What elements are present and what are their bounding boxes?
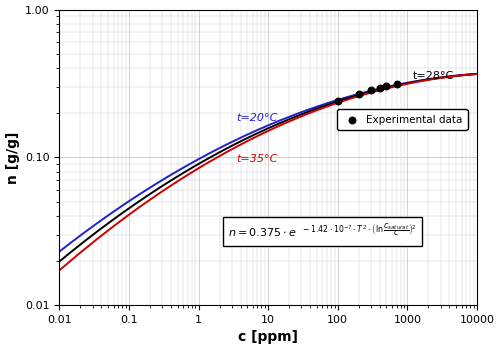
Text: $n = 0.375 \cdot e^{\ \ -1.42 \cdot 10^{-7} \cdot T^2 \cdot \left(\ln\dfrac{c_{s: $n = 0.375 \cdot e^{\ \ -1.42 \cdot 10^{… xyxy=(228,222,416,240)
Text: t=20°C: t=20°C xyxy=(236,113,278,124)
Experimental data xyxy=(392,81,400,86)
Text: t=28°C: t=28°C xyxy=(413,71,454,81)
Y-axis label: n [g/g]: n [g/g] xyxy=(6,131,20,183)
Experimental data xyxy=(354,91,362,96)
Experimental data xyxy=(334,98,342,104)
Experimental data xyxy=(367,88,375,93)
Legend: Experimental data: Experimental data xyxy=(337,109,468,130)
Text: t=35°C: t=35°C xyxy=(236,154,278,164)
Experimental data xyxy=(376,85,384,91)
Experimental data xyxy=(382,83,390,89)
X-axis label: c [ppm]: c [ppm] xyxy=(238,330,298,344)
